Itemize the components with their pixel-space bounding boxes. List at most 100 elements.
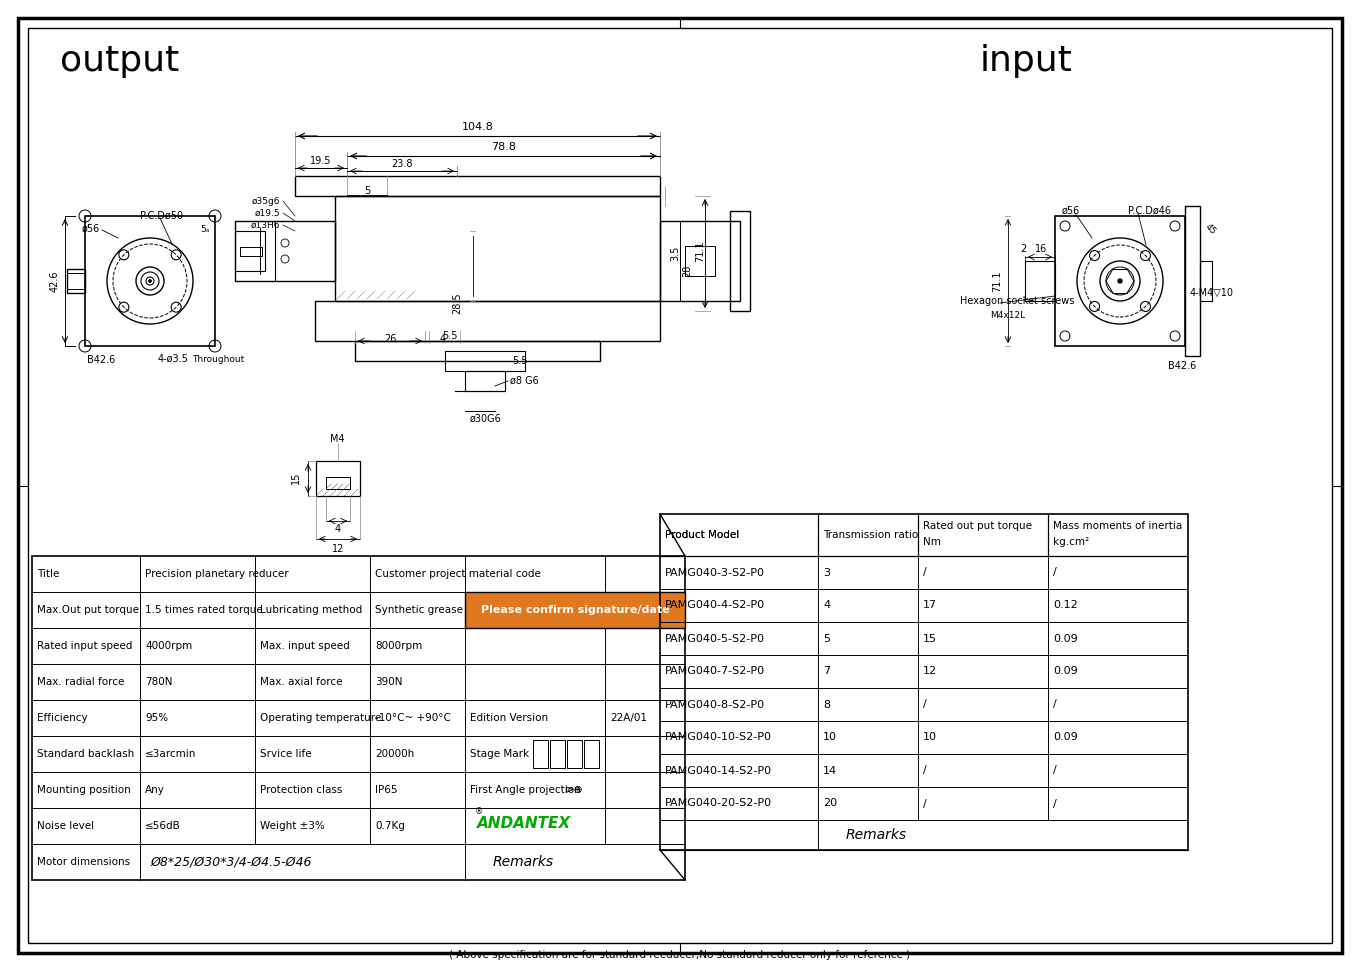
Text: /: / xyxy=(1053,798,1057,809)
Text: 78.8: 78.8 xyxy=(491,142,515,152)
Text: input: input xyxy=(981,44,1073,78)
Text: output: output xyxy=(60,44,180,78)
Text: Max. radial force: Max. radial force xyxy=(37,677,124,687)
Text: 4: 4 xyxy=(439,334,446,344)
Bar xyxy=(583,740,598,768)
Bar xyxy=(295,176,660,196)
Text: PAMG040-8-S2-P0: PAMG040-8-S2-P0 xyxy=(665,699,766,710)
Bar xyxy=(660,514,1189,850)
Text: Max. axial force: Max. axial force xyxy=(260,677,343,687)
Text: ø30G6: ø30G6 xyxy=(471,414,502,424)
Text: 16: 16 xyxy=(1035,244,1047,254)
Text: 45: 45 xyxy=(1204,221,1217,236)
Bar xyxy=(730,211,749,311)
Text: Motor dimensions: Motor dimensions xyxy=(37,857,131,867)
Text: 3.5: 3.5 xyxy=(670,246,680,260)
Text: 5: 5 xyxy=(823,633,830,644)
Text: Standard backlash: Standard backlash xyxy=(37,749,135,759)
Text: 390N: 390N xyxy=(375,677,403,687)
Bar xyxy=(465,592,685,628)
Bar xyxy=(316,301,660,341)
Text: 26: 26 xyxy=(384,334,396,344)
Text: 0.09: 0.09 xyxy=(1053,633,1077,644)
Text: -10°C~ +90°C: -10°C~ +90°C xyxy=(375,713,452,723)
Text: 4: 4 xyxy=(823,600,830,611)
Text: P.C.Dø46: P.C.Dø46 xyxy=(1127,206,1171,216)
Text: 28: 28 xyxy=(681,265,692,277)
Text: /: / xyxy=(923,798,926,809)
Text: 10: 10 xyxy=(923,732,937,743)
Bar xyxy=(335,196,660,301)
Text: 104.8: 104.8 xyxy=(461,122,494,132)
Text: Protection class: Protection class xyxy=(260,785,343,795)
Text: 5.5: 5.5 xyxy=(513,356,528,366)
Bar xyxy=(33,556,685,880)
Text: PAMG040-10-S2-P0: PAMG040-10-S2-P0 xyxy=(665,732,772,743)
Text: ø8 G6: ø8 G6 xyxy=(510,376,539,386)
Text: P.C.Dø50: P.C.Dø50 xyxy=(140,211,184,221)
Text: 12: 12 xyxy=(332,544,344,554)
Text: 1.5 times rated torque: 1.5 times rated torque xyxy=(146,605,262,615)
Text: 0.12: 0.12 xyxy=(1053,600,1077,611)
Text: 0.7Kg: 0.7Kg xyxy=(375,821,405,831)
Text: IP65: IP65 xyxy=(375,785,397,795)
Bar xyxy=(1055,216,1185,346)
Text: Max. input speed: Max. input speed xyxy=(260,641,350,651)
Bar xyxy=(239,247,262,256)
Bar xyxy=(685,246,715,276)
Text: M4: M4 xyxy=(330,434,344,444)
Text: 20000h: 20000h xyxy=(375,749,415,759)
Text: Efficiency: Efficiency xyxy=(37,713,87,723)
Text: Ø8*25/Ø30*3/4-Ø4.5-Ø46: Ø8*25/Ø30*3/4-Ø4.5-Ø46 xyxy=(150,855,311,868)
Text: PAMG040-7-S2-P0: PAMG040-7-S2-P0 xyxy=(665,666,766,677)
Bar xyxy=(316,461,360,496)
Text: PAMG040-5-S2-P0: PAMG040-5-S2-P0 xyxy=(665,633,764,644)
Bar xyxy=(445,351,525,371)
Text: Srvice life: Srvice life xyxy=(260,749,311,759)
Text: /: / xyxy=(1053,699,1057,710)
Text: 5: 5 xyxy=(364,186,370,196)
Bar xyxy=(355,341,600,361)
Text: PAMG040-14-S2-P0: PAMG040-14-S2-P0 xyxy=(665,765,772,776)
Text: Mounting position: Mounting position xyxy=(37,785,131,795)
Text: Operating temperature: Operating temperature xyxy=(260,713,381,723)
Text: 780N: 780N xyxy=(146,677,173,687)
Text: 0.09: 0.09 xyxy=(1053,732,1077,743)
Text: 4000rpm: 4000rpm xyxy=(146,641,192,651)
Text: kg.cm²: kg.cm² xyxy=(1053,537,1089,547)
Text: 5ₐ: 5ₐ xyxy=(200,224,209,233)
Bar xyxy=(1185,206,1200,356)
Text: 22A/01: 22A/01 xyxy=(611,713,647,723)
Bar xyxy=(1200,261,1212,301)
Text: Remarks: Remarks xyxy=(492,855,554,869)
Text: 5.5: 5.5 xyxy=(442,331,458,341)
Text: 17: 17 xyxy=(923,600,937,611)
Bar xyxy=(84,216,215,346)
Text: B42.6: B42.6 xyxy=(87,355,116,365)
Text: Throughout: Throughout xyxy=(192,354,245,363)
Circle shape xyxy=(148,280,151,283)
Text: 71.1: 71.1 xyxy=(695,240,704,262)
Text: ≤3arcmin: ≤3arcmin xyxy=(146,749,196,759)
Text: Stage Mark: Stage Mark xyxy=(471,749,529,759)
Text: B42.6: B42.6 xyxy=(1168,361,1197,371)
Text: 12: 12 xyxy=(923,666,937,677)
Text: Weight ±3%: Weight ±3% xyxy=(260,821,325,831)
Bar xyxy=(1025,261,1055,301)
Text: Rated out put torque: Rated out put torque xyxy=(923,521,1032,531)
Text: First Angle projection: First Angle projection xyxy=(471,785,581,795)
Text: Mass moments of inertia: Mass moments of inertia xyxy=(1053,521,1182,531)
Text: /: / xyxy=(923,765,926,776)
Text: /: / xyxy=(1053,567,1057,578)
Text: ANDANTEX: ANDANTEX xyxy=(477,817,571,831)
Text: 23.8: 23.8 xyxy=(392,159,412,169)
Text: Title: Title xyxy=(37,569,60,579)
Text: ø56: ø56 xyxy=(1062,206,1080,216)
Text: /: / xyxy=(923,699,926,710)
Bar xyxy=(235,231,265,271)
Text: ≤56dB: ≤56dB xyxy=(146,821,181,831)
Circle shape xyxy=(1118,279,1122,283)
Text: 3: 3 xyxy=(823,567,830,578)
Text: 19.5: 19.5 xyxy=(310,156,332,166)
Text: PAMG040-20-S2-P0: PAMG040-20-S2-P0 xyxy=(665,798,772,809)
